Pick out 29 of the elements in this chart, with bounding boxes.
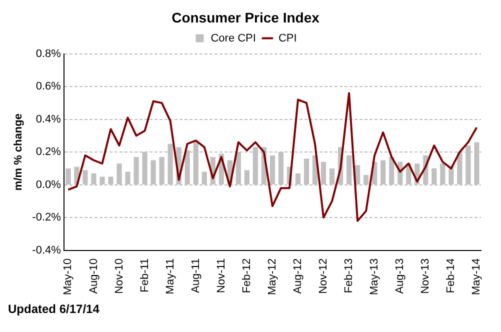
y-tick-label: 0.2% [36, 146, 62, 158]
x-tick-label: Aug-13 [394, 258, 406, 294]
x-tick-label: Nov-12 [318, 258, 330, 294]
y-tick-label: 0.8% [36, 48, 62, 60]
x-tick-label: Aug-10 [88, 258, 100, 294]
legend-label: CPI [278, 32, 297, 44]
y-tick-label: 0.6% [36, 80, 62, 93]
y-tick-label: 0.0% [36, 178, 62, 191]
y-tick-label: -0.2% [32, 212, 62, 224]
x-tick-label: Aug-12 [292, 258, 304, 294]
x-tick-label: Feb-13 [343, 258, 356, 294]
y-axis-title: m/m % change [12, 114, 25, 191]
x-tick-label: May-13 [368, 258, 381, 296]
legend-label: Core CPI [210, 32, 256, 44]
x-tick-label: Feb-11 [138, 258, 151, 292]
x-tick-label: Nov-11 [215, 258, 228, 293]
chart-title: Consumer Price Index [172, 9, 320, 26]
y-tick-label: 0.4% [36, 113, 62, 126]
x-tick-label: May-10 [62, 258, 74, 296]
y-tick-label: -0.4% [32, 244, 62, 256]
x-tick-label: Feb-12 [240, 258, 253, 294]
x-tick-label: Aug-11 [190, 258, 202, 293]
x-tick-label: Nov-10 [113, 258, 126, 294]
x-tick-label: Feb-14 [445, 258, 458, 294]
x-tick-label: Nov-13 [420, 258, 432, 294]
x-tick-label: May-12 [266, 258, 278, 296]
x-tick-label: May-11 [164, 258, 176, 294]
text: Updated 6/17/14 [8, 302, 100, 316]
x-tick-label: May-14 [470, 258, 483, 296]
